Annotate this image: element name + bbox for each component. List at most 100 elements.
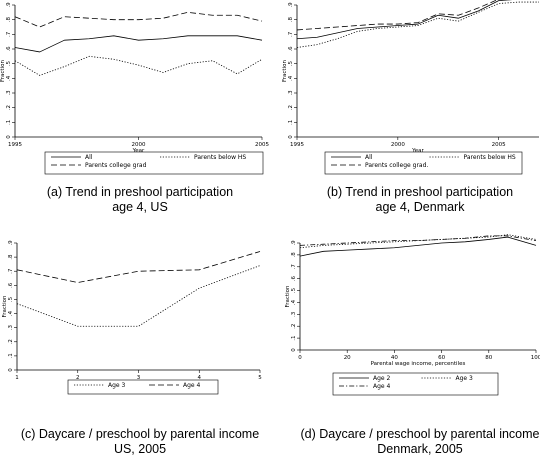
legend-entry: Age 3	[456, 375, 474, 382]
y-tick-label: .1	[288, 120, 294, 125]
x-tick-label: 2005	[492, 142, 506, 148]
caption-line-2: Denmark, 2005	[377, 442, 463, 456]
x-axis-label: Parental wage income, percentiles	[371, 361, 466, 367]
series-line-2	[296, 1, 539, 48]
y-tick-label: .9	[6, 2, 12, 8]
x-tick-label: 1	[15, 375, 19, 381]
series-line-2	[16, 251, 261, 283]
x-tick-label: 100	[531, 355, 540, 361]
y-tick-label: .8	[291, 252, 297, 258]
x-tick-label: 0	[298, 355, 302, 361]
legend-entry: Age 2	[373, 375, 391, 382]
legend-entry: All	[365, 154, 373, 161]
y-tick-label: .2	[291, 324, 297, 329]
x-tick-label: 60	[438, 355, 445, 361]
legend-frame	[44, 151, 264, 175]
chart-panel-2: 0 .1 .2 .3 .4 .5 .6 .7 .8 .9 1995 2000 2005 Year Fract…	[282, 0, 539, 175]
panel-caption: (c) Daycare / preschool by parental inco…	[0, 427, 280, 457]
x-tick-label: 2000	[132, 142, 146, 148]
y-tick-label: .8	[8, 254, 14, 260]
y-tick-label: .1	[6, 120, 12, 125]
legend-frame	[67, 379, 219, 395]
y-tick-label: .4	[6, 75, 12, 81]
x-tick-label: 80	[485, 355, 492, 361]
y-tick-label: .7	[6, 31, 12, 37]
y-axis-label: Fraction	[285, 285, 291, 307]
legend: All Parents below HS Parents college grad	[44, 151, 264, 175]
x-tick-label: 2000	[391, 142, 405, 148]
y-tick-label: .5	[8, 296, 14, 302]
y-axis-label: Fraction	[0, 60, 6, 82]
y-tick-label: .9	[291, 240, 297, 246]
y-tick-label: 0	[291, 348, 297, 352]
caption-line-1: (b) Trend in preshool participation	[326, 185, 514, 199]
y-tick-label: .2	[288, 105, 294, 110]
y-tick-label: .5	[6, 61, 12, 67]
y-tick-label: .9	[288, 2, 294, 8]
y-tick-label: 0	[8, 368, 14, 372]
x-tick-label: 1995	[8, 142, 22, 148]
y-tick-label: .1	[291, 335, 297, 340]
x-tick-label: 5	[258, 375, 262, 381]
caption-line-2: age 4, US	[112, 200, 168, 214]
y-tick-label: 0	[288, 135, 294, 139]
series-line-1	[14, 35, 263, 53]
legend-entry: Parents below HS	[194, 154, 246, 161]
y-tick-label: .5	[288, 61, 294, 67]
y-tick-label: .3	[6, 90, 12, 96]
caption-line-1: (a) Trend in preshool participation	[46, 185, 234, 199]
series-line-1	[296, 0, 513, 40]
legend: Age 3 Age 4	[67, 379, 219, 395]
caption-line-1: (c) Daycare / preschool by parental inco…	[20, 427, 260, 441]
legend-frame	[332, 372, 499, 396]
y-tick-label: .6	[8, 282, 14, 288]
x-tick-label: 2	[76, 375, 80, 381]
legend-entry: All	[85, 154, 93, 161]
x-axis-label: Year	[132, 148, 145, 154]
legend: Age 2 Age 3 Age 4	[332, 372, 499, 396]
y-tick-label: .7	[291, 264, 297, 270]
legend-entry: Age 3	[108, 382, 126, 389]
series-line-2	[299, 234, 537, 249]
x-tick-label: 3	[137, 375, 141, 381]
series-line-3	[14, 11, 263, 28]
panel-caption: (d) Daycare / preschool by parental inco…	[280, 427, 540, 457]
chart-panel-4: 0 .1 .2 .3 .4 .5 .6 .7 .8 .9 0 20 40 60 80 100 Parental …	[285, 234, 540, 396]
chart-panel-3: 0.1.2.3.4.5.6.7.8.912345Parental Wage In…	[2, 240, 262, 395]
y-tick-label: .8	[288, 17, 294, 23]
y-axis-label: Fraction	[282, 60, 288, 82]
y-tick-label: .9	[8, 240, 14, 246]
y-tick-label: .7	[8, 268, 14, 274]
legend-entry: Age 4	[373, 383, 391, 390]
y-tick-label: .4	[291, 299, 297, 305]
legend-entry: Parents college grad.	[365, 162, 428, 169]
y-tick-label: .8	[6, 17, 12, 23]
legend: All Parents below HS Parents college grad.	[324, 151, 523, 175]
y-tick-label: .6	[6, 46, 12, 52]
y-tick-label: .3	[288, 90, 294, 96]
series-line-3	[296, 0, 498, 31]
y-tick-label: .6	[291, 276, 297, 282]
y-tick-label: .5	[291, 287, 297, 293]
y-axis-label: Fraction	[2, 295, 8, 317]
series-line-2	[14, 55, 263, 76]
legend-entry: Parents college grad	[85, 162, 147, 169]
panel-caption: (b) Trend in preshool participation age 4…	[280, 185, 540, 215]
x-axis-label: Year	[411, 148, 424, 154]
x-tick-label: 4	[198, 375, 202, 381]
y-tick-label: .1	[8, 353, 14, 358]
x-tick-label: 1995	[290, 142, 304, 148]
legend-frame	[324, 151, 523, 175]
y-tick-label: .4	[288, 75, 294, 81]
y-tick-label: .3	[291, 311, 297, 317]
x-tick-label: 2005	[255, 142, 269, 148]
legend-entry: Parents below HS	[464, 154, 516, 161]
x-tick-label: 20	[344, 355, 351, 361]
y-tick-label: .4	[8, 310, 14, 316]
y-tick-label: .7	[288, 31, 294, 37]
legend-entry: Age 4	[183, 382, 201, 389]
series-line-1	[299, 236, 537, 257]
series-line-3	[299, 235, 537, 246]
caption-line-2: US, 2005	[113, 442, 167, 456]
